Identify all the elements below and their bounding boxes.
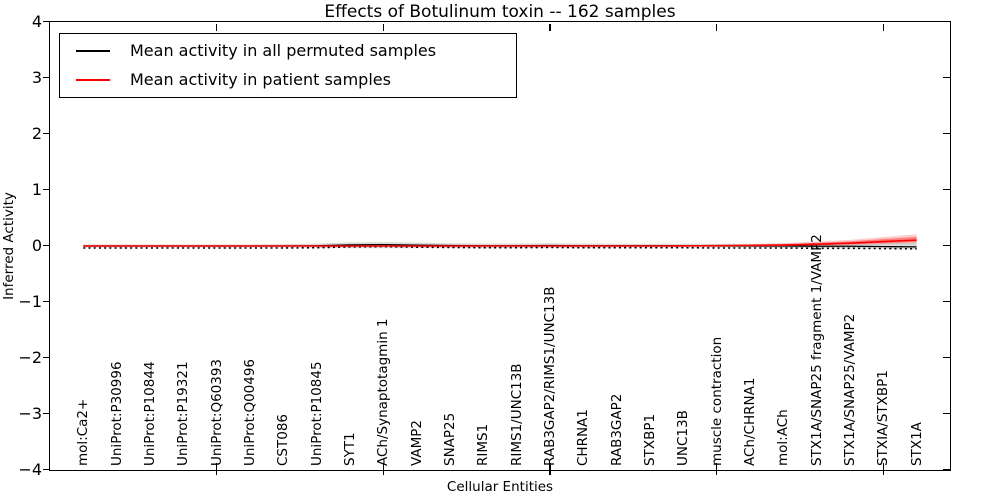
x-tick-mark (382, 23, 385, 31)
y-tick-mark (943, 413, 950, 415)
x-tick-mark (382, 463, 385, 475)
y-tick-mark (943, 133, 950, 135)
y-tick-label: −3 (18, 404, 42, 423)
y-tick-mark (943, 245, 950, 247)
patient-mean-line (83, 239, 917, 247)
legend-item-patient: Mean activity in patient samples (60, 67, 516, 93)
x-tick-mark (549, 23, 551, 31)
x-tick-mark (882, 23, 885, 31)
y-tick-mark (43, 189, 50, 191)
y-tick-mark (43, 301, 50, 303)
y-tick-label: −2 (18, 348, 42, 367)
y-tick-mark (943, 77, 950, 79)
y-tick-mark (43, 357, 50, 359)
permuted-dotted-line (83, 245, 917, 250)
y-tick-mark (943, 189, 950, 191)
x-tick-mark (882, 463, 885, 475)
x-tick-mark (549, 463, 551, 475)
y-tick-mark (943, 357, 950, 359)
x-tick-mark (215, 23, 218, 31)
y-tick-label: 0 (31, 236, 42, 255)
chart-title: Effects of Botulinum toxin -- 162 sample… (324, 2, 676, 22)
y-tick-mark (43, 413, 50, 415)
y-tick-mark (943, 469, 950, 471)
y-tick-label: 4 (31, 12, 42, 31)
legend-label-patient: Mean activity in patient samples (130, 70, 391, 90)
y-tick-mark (943, 21, 950, 23)
legend-item-permuted: Mean activity in all permuted samples (60, 38, 516, 64)
y-tick-mark (43, 469, 50, 471)
y-tick-label: −1 (18, 292, 42, 311)
y-tick-label: −4 (18, 460, 42, 479)
legend-label-permuted: Mean activity in all permuted samples (130, 40, 437, 60)
y-tick-label: 1 (31, 180, 42, 199)
y-tick-mark (43, 21, 50, 23)
legend: Mean activity in all permuted samples Me… (59, 33, 517, 98)
chart-canvas (83, 234, 917, 250)
x-tick-mark (715, 23, 718, 31)
permuted-line-swatch (76, 49, 110, 52)
patient-band-outer (83, 234, 917, 247)
y-tick-mark (43, 245, 50, 247)
x-tick-mark (215, 463, 218, 475)
y-tick-mark (43, 77, 50, 79)
y-tick-mark (943, 301, 950, 303)
y-tick-label: 2 (31, 124, 42, 143)
x-tick-mark (715, 463, 718, 475)
x-axis-label: Cellular Entities (446, 479, 554, 495)
y-tick-label: 3 (31, 68, 42, 87)
patient-line-swatch (76, 79, 110, 82)
y-tick-mark (43, 133, 50, 135)
